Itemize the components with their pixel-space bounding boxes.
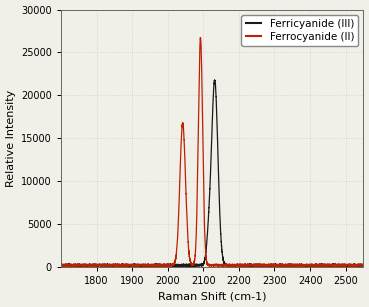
Ferrocyanide (II): [361, 263, 366, 267]
Ferrocyanide (II): [168, 263, 173, 267]
Line: Ferricyanide (III): Ferricyanide (III): [61, 80, 363, 267]
Ferricyanide (III): [283, 264, 287, 267]
Ferrocyanide (II): [74, 263, 79, 267]
Ferrocyanide (II): [283, 262, 287, 266]
Ferrocyanide (II): [238, 263, 242, 267]
Ferricyanide (III): [168, 264, 173, 268]
Ferrocyanide (II): [251, 264, 255, 267]
Ferricyanide (III): [346, 265, 351, 269]
Ferricyanide (III): [299, 264, 304, 268]
Ferricyanide (III): [213, 78, 217, 82]
Y-axis label: Relative Intensity: Relative Intensity: [6, 90, 15, 187]
Ferrocyanide (II): [198, 36, 203, 40]
Ferrocyanide (II): [59, 263, 63, 267]
X-axis label: Raman Shift (cm-1): Raman Shift (cm-1): [158, 291, 266, 301]
Legend: Ferricyanide (III), Ferrocyanide (II): Ferricyanide (III), Ferrocyanide (II): [241, 15, 358, 46]
Line: Ferrocyanide (II): Ferrocyanide (II): [61, 38, 363, 267]
Ferricyanide (III): [74, 263, 79, 267]
Ferrocyanide (II): [294, 265, 298, 269]
Ferricyanide (III): [59, 263, 63, 267]
Ferricyanide (III): [238, 263, 242, 267]
Ferrocyanide (II): [299, 263, 304, 267]
Ferricyanide (III): [361, 262, 366, 266]
Ferricyanide (III): [251, 264, 255, 267]
